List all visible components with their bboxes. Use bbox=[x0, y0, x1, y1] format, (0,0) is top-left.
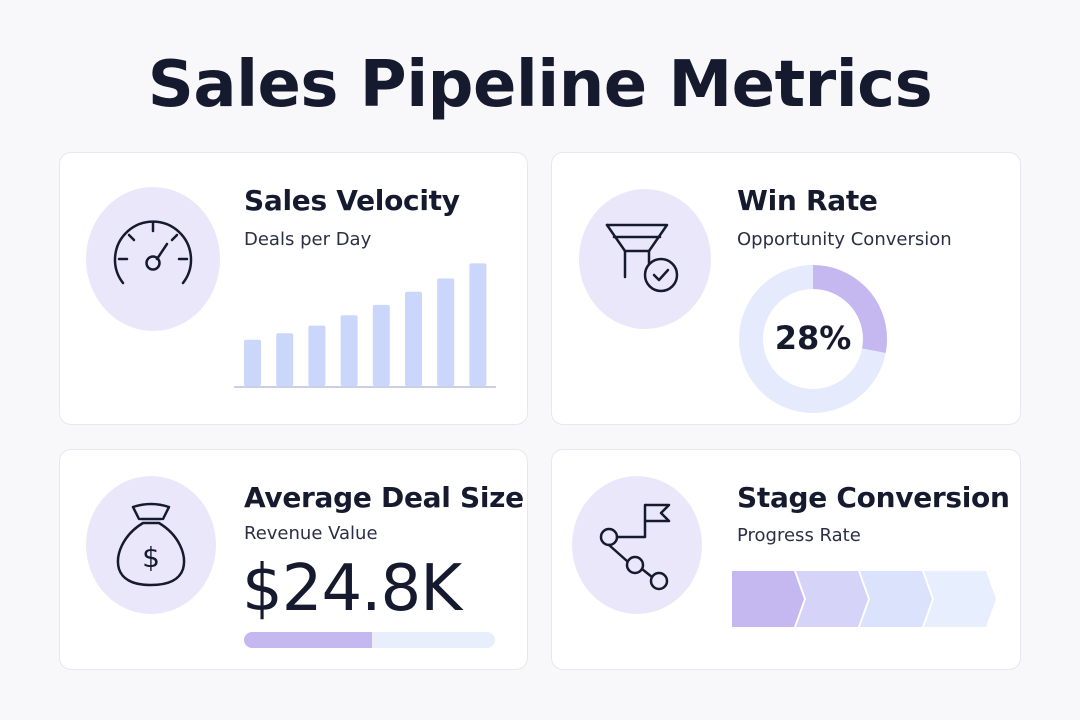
card-title: Sales Velocity bbox=[244, 184, 460, 217]
card-subtitle: Opportunity Conversion bbox=[737, 229, 952, 250]
win-rate-donut-chart bbox=[739, 265, 887, 413]
stage-path-flag-icon-badge bbox=[572, 476, 702, 614]
stage-chevron bbox=[796, 571, 868, 627]
chart-bar bbox=[469, 263, 487, 386]
chart-bar bbox=[308, 325, 326, 386]
chart-bar bbox=[276, 333, 294, 386]
card-subtitle: Deals per Day bbox=[244, 229, 372, 250]
stage-chevron bbox=[924, 571, 996, 627]
stage-path-flag-icon bbox=[599, 503, 671, 591]
deal-size-progress-bar bbox=[244, 632, 495, 648]
money-bag-icon: $ bbox=[116, 502, 186, 587]
chart-bar bbox=[405, 291, 422, 386]
donut-value-arc bbox=[739, 265, 887, 413]
chart-bar bbox=[437, 278, 455, 386]
speedometer-icon bbox=[113, 220, 193, 285]
card-title: Average Deal Size bbox=[244, 481, 524, 514]
card-title: Stage Conversion bbox=[737, 481, 1010, 514]
page-title: Sales Pipeline Metrics bbox=[147, 48, 933, 122]
average-deal-size-card[interactable]: $ Average Deal Size Revenue Value $24.8K bbox=[59, 449, 528, 670]
stage-conversion-chevrons bbox=[732, 571, 996, 627]
sales-velocity-card[interactable]: Sales Velocity Deals per Day bbox=[59, 152, 528, 425]
card-title: Win Rate bbox=[737, 184, 878, 217]
average-deal-size-value: $24.8K bbox=[242, 552, 462, 626]
stage-chevron bbox=[732, 571, 804, 627]
sales-velocity-bar-chart bbox=[234, 263, 496, 388]
win-rate-card[interactable]: Win Rate Opportunity Conversion 28% bbox=[551, 152, 1021, 425]
speedometer-icon-badge bbox=[86, 187, 220, 331]
funnel-check-icon-badge bbox=[579, 189, 711, 329]
chart-bar bbox=[244, 339, 261, 386]
stage-chevron bbox=[860, 571, 932, 627]
stage-conversion-card[interactable]: Stage Conversion Progress Rate bbox=[551, 449, 1021, 670]
funnel-check-icon bbox=[605, 223, 679, 293]
deal-size-progress-fill bbox=[244, 632, 372, 648]
card-subtitle: Revenue Value bbox=[244, 523, 378, 544]
win-rate-value: 28% bbox=[774, 319, 852, 357]
money-bag-icon-badge: $ bbox=[86, 476, 216, 614]
card-subtitle: Progress Rate bbox=[737, 525, 861, 546]
svg-text:$: $ bbox=[142, 541, 160, 574]
chart-bar bbox=[372, 304, 390, 386]
chart-bar bbox=[340, 315, 358, 386]
